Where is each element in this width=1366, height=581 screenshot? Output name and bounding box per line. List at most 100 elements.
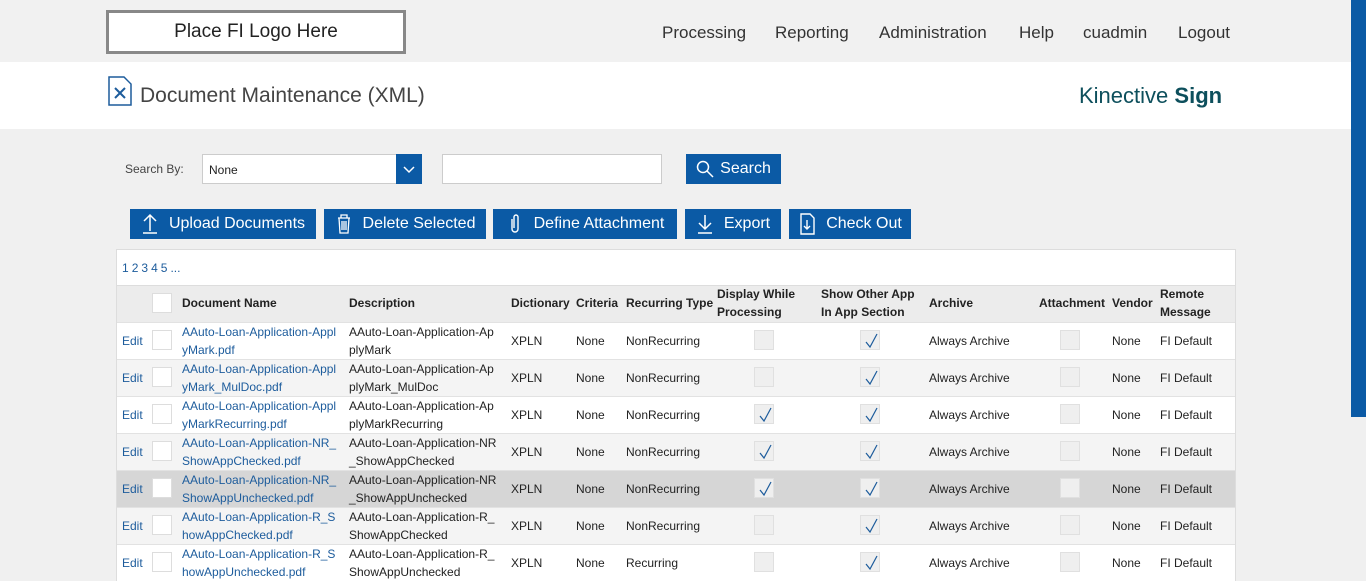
document-link[interactable]: AAuto-Loan-Application-ApplyMark_MulDoc.… [182,362,337,394]
check [865,481,878,497]
row-select[interactable] [152,367,172,387]
edit-link[interactable]: Edit [122,482,143,496]
row-select[interactable] [152,478,172,498]
table-row [117,359,1235,396]
edit-link[interactable]: Edit [122,556,143,570]
column-header: Dictionary [511,296,570,310]
select-all[interactable] [152,293,172,313]
column-header: Description [349,296,416,310]
page-link[interactable]: 5 [160,261,168,275]
remote-message: FI Default [1160,408,1213,422]
page-link[interactable]: 2 [131,261,139,275]
table-row [117,507,1235,544]
criteria: None [576,482,605,496]
nav-link[interactable]: Processing [662,23,747,42]
column-header: Show Other App In App Section [821,287,915,319]
check [759,444,772,460]
toolbar-button[interactable]: Upload Documents [130,209,316,239]
checkbox [754,330,774,350]
search-input[interactable] [442,154,662,184]
button-icon [798,213,816,235]
toolbar-button[interactable]: Check Out [789,209,911,239]
icon [697,215,712,234]
row-select[interactable] [152,330,172,350]
recurring-type: NonRecurring [626,408,701,422]
edit-link[interactable]: Edit [122,445,143,459]
description: AAuto-Loan-Application-ApplyMark_MulDoc [349,362,494,394]
document-link[interactable]: AAuto-Loan-Application-ApplyMark.pdf [182,325,337,357]
page-link[interactable]: ... [170,261,181,275]
column-header: Vendor [1112,296,1153,310]
remote-message: FI Default [1160,445,1213,459]
toolbar-button[interactable]: Export [685,209,781,239]
vendor: None [1112,482,1141,496]
archive: Always Archive [929,334,1010,348]
edit-link[interactable]: Edit [122,334,143,348]
check [865,370,878,386]
vendor: None [1112,556,1141,570]
doc-icon [108,76,132,106]
check [865,333,878,349]
row-select[interactable] [152,404,172,424]
nav-link[interactable]: Reporting [775,23,849,42]
nav-link[interactable]: Help [1019,23,1054,42]
search-button[interactable]: Search [686,154,781,184]
document-link[interactable]: AAuto-Loan-Application-NR_ShowAppUncheck… [182,473,337,505]
page-link[interactable]: 4 [151,261,158,275]
dictionary: XPLN [511,445,543,459]
description: AAuto-Loan-Application-NR_ShowAppChecked [349,436,497,468]
archive: Always Archive [929,519,1010,533]
archive: Always Archive [929,445,1010,459]
checkbox [860,404,880,424]
edit-link[interactable]: Edit [122,519,143,533]
page-link[interactable]: 3 [141,261,149,275]
edit-link[interactable]: Edit [122,371,143,385]
select-arrow[interactable] [396,154,422,184]
search-icon [696,160,714,178]
check [865,407,878,423]
vendor: None [1112,445,1141,459]
document-link[interactable]: AAuto-Loan-Application-R_ShowAppUnchecke… [182,547,336,579]
document-link[interactable]: AAuto-Loan-Application-NR_ShowAppChecked… [182,436,337,468]
row-select[interactable] [152,552,172,572]
nav-link[interactable]: cuadmin [1083,23,1148,42]
toolbar-button[interactable]: Delete Selected [324,209,486,239]
button-icon [141,213,159,235]
column-header: Document Name [182,296,277,310]
archive: Always Archive [929,482,1010,496]
check [759,481,772,497]
criteria: None [576,408,605,422]
row-select[interactable] [152,441,172,461]
button-icon [696,213,714,235]
check [865,518,878,534]
column-header: Recurring Type [626,296,714,310]
toolbar-button[interactable]: Define Attachment [493,209,677,239]
header-row [117,285,1235,322]
brand-bold: Sign [1174,83,1223,108]
description: AAuto-Loan-Application-ApplyMark [349,325,494,357]
title-band [0,62,1366,129]
search-text: Search [720,160,771,177]
vendor: None [1112,334,1141,348]
nav-link[interactable]: Administration [879,23,987,42]
vendor: None [1112,408,1141,422]
page-link[interactable]: 1 [122,261,129,275]
row-select[interactable] [152,515,172,535]
document-link[interactable]: AAuto-Loan-Application-ApplyMarkRecurrin… [182,399,337,431]
checkbox [1060,441,1080,461]
icon [510,214,519,233]
document-link[interactable]: AAuto-Loan-Application-R_ShowAppChecked.… [182,510,336,542]
recurring-type: Recurring [626,556,679,570]
nav-link[interactable]: Logout [1178,23,1230,42]
icon [142,213,157,234]
search-select[interactable]: None [202,154,422,184]
criteria: None [576,556,605,570]
archive: Always Archive [929,408,1010,422]
arrow-icon [403,166,415,174]
description: AAuto-Loan-Application-NR_ShowAppUncheck… [349,473,497,505]
edit-link[interactable]: Edit [122,408,143,422]
dictionary: XPLN [511,519,543,533]
